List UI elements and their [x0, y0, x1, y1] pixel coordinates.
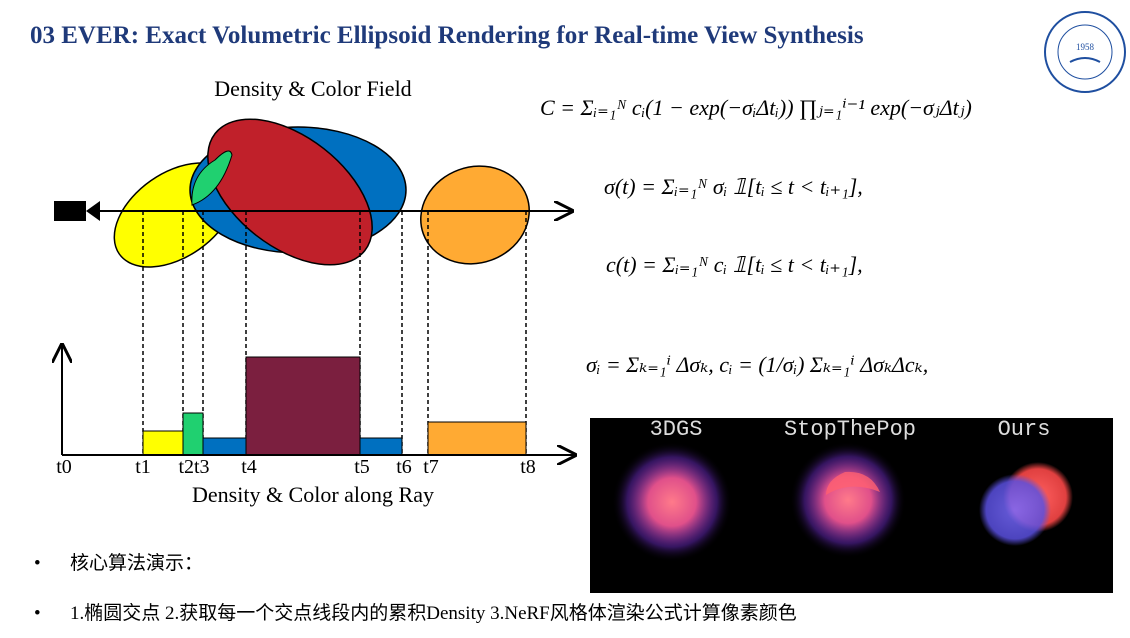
method-label: 3DGS [650, 417, 703, 442]
formulas: C = Σᵢ₌₁ᴺ cᵢ(1 − exp(−σᵢΔtᵢ)) ∏ⱼ₌₁ⁱ⁻¹ ex… [540, 95, 972, 377]
bullet-text: 核心算法演示： [70, 552, 203, 574]
comparison-image: 3DGS StopThePop Ours [590, 417, 1113, 593]
svg-text:•: • [34, 553, 41, 574]
bullet-text: 1.椭圆交点 2.获取每一个交点线段内的累积Density 3.NeRF风格体渲… [70, 602, 797, 624]
formula: σᵢ = Σₖ₌₁ⁱ Δσₖ, cᵢ = (1/σᵢ) Σₖ₌₁ⁱ ΔσₖΔcₖ… [586, 352, 928, 377]
logo: 1958 [1044, 11, 1126, 93]
t-label: t2t3 [178, 456, 209, 478]
bullets: • 核心算法演示： • 1.椭圆交点 2.获取每一个交点线段内的累积Densit… [34, 552, 797, 624]
t-label: t0 [56, 456, 72, 478]
formula: σ(t) = Σᵢ₌₁ᴺ σᵢ 𝟙[tᵢ ≤ t < tᵢ₊₁], [604, 174, 863, 199]
t-label: t4 [241, 456, 257, 478]
t-label: t5 [354, 456, 370, 478]
diagram-bottom-label: Density & Color along Ray [192, 482, 434, 507]
t-label: t7 [423, 456, 439, 478]
formula: c(t) = Σᵢ₌₁ᴺ cᵢ 𝟙[tᵢ ≤ t < tᵢ₊₁], [606, 252, 863, 277]
ellipse-diagram: Density & Color Field t0 t1 t2t3 t4 t5 t… [54, 76, 575, 507]
logo-year: 1958 [1076, 42, 1095, 52]
method-label: Ours [998, 417, 1051, 442]
method-label: StopThePop [784, 417, 916, 442]
diagram-top-label: Density & Color Field [214, 76, 411, 101]
svg-text:•: • [34, 603, 41, 624]
slide-title: 03 EVER: Exact Volumetric Ellipsoid Rend… [30, 22, 864, 49]
formula: C = Σᵢ₌₁ᴺ cᵢ(1 − exp(−σᵢΔtᵢ)) ∏ⱼ₌₁ⁱ⁻¹ ex… [540, 95, 972, 120]
t-label: t6 [396, 456, 412, 478]
t-label: t8 [520, 456, 536, 478]
t-label: t1 [135, 456, 151, 478]
